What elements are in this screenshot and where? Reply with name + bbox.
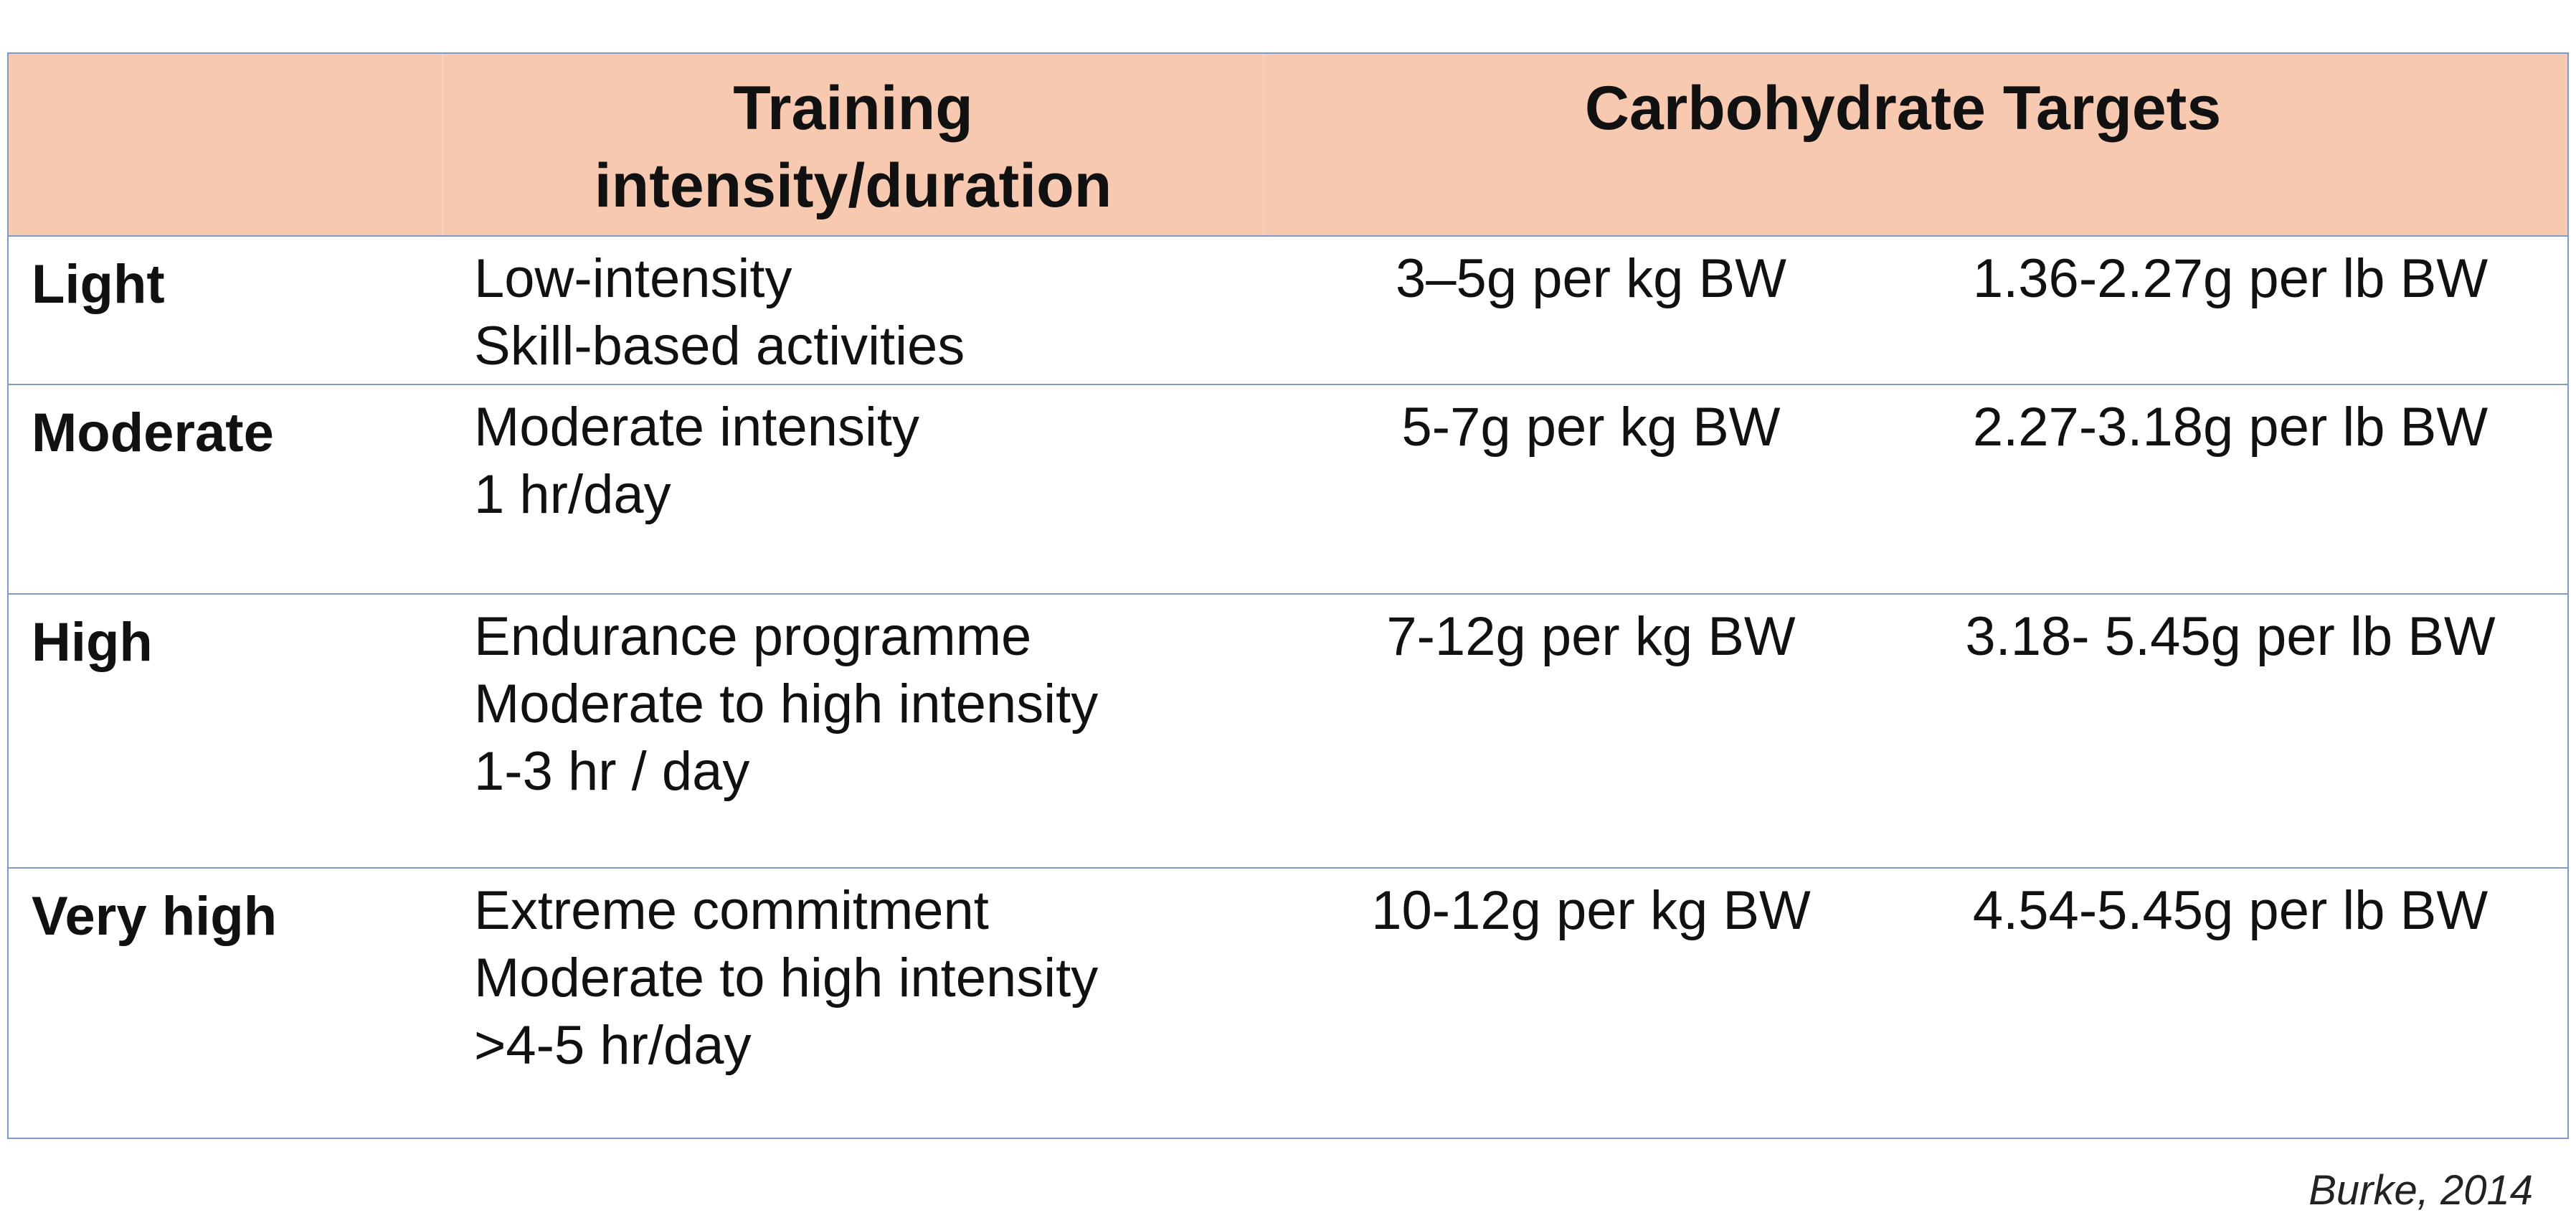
description-line: Moderate to high intensity — [474, 948, 1099, 1009]
row-description: Moderate intensity 1 hr/day — [442, 384, 1264, 594]
header-level — [9, 54, 442, 237]
row-level-label: High — [9, 593, 442, 868]
row-level-label: Moderate — [9, 384, 442, 594]
citation: Burke, 2014 — [2309, 1167, 2533, 1214]
row-target-per-kg: 3–5g per kg BW — [1396, 248, 1786, 309]
table-body: Light Low-intensity Skill-based activiti… — [9, 236, 2567, 1138]
table-row: Very high Extreme commitment Moderate to… — [9, 867, 2567, 1138]
row-description: Low-intensity Skill-based activities — [442, 236, 1264, 384]
table-row: Moderate Moderate intensity 1 hr/day 5-7… — [9, 384, 2567, 594]
row-target-per-kg: 7-12g per kg BW — [1264, 593, 1918, 868]
header-training-intensity-duration: Training intensity/duration — [442, 54, 1264, 237]
description-line: Low-intensity — [474, 248, 792, 309]
description-line: 1 hr/day — [474, 464, 671, 525]
row-level-label: Light — [32, 254, 165, 315]
table-header: Training intensity/duration Carbohydrate… — [9, 54, 2567, 237]
row-target-per-kg: 5-7g per kg BW — [1264, 384, 1918, 594]
description-line: Moderate intensity — [474, 397, 919, 458]
header-training-line2: intensity/duration — [594, 151, 1112, 220]
row-target-per-lb: 1.36-2.27g per lb BW — [1972, 248, 2489, 309]
table-row: High Endurance programme Moderate to hig… — [9, 593, 2567, 868]
row-target-per-lb: 3.18- 5.45g per lb BW — [1918, 593, 2567, 868]
carbohydrate-targets-table: Training intensity/duration Carbohydrate… — [9, 54, 2567, 1138]
row-target-per-lb: 4.54-5.45g per lb BW — [1918, 867, 2567, 1138]
description-line: 1-3 hr / day — [474, 741, 750, 802]
description-line: >4-5 hr/day — [474, 1015, 752, 1076]
header-carbohydrate-targets: Carbohydrate Targets — [1262, 54, 2567, 237]
description-line: Moderate to high intensity — [474, 674, 1099, 735]
row-target-per-kg: 10-12g per kg BW — [1264, 867, 1918, 1138]
row-description: Endurance programme Moderate to high int… — [442, 593, 1264, 868]
description-line: Extreme commitment — [474, 880, 989, 941]
description-line: Endurance programme — [474, 606, 1032, 667]
row-description: Extreme commitment Moderate to high inte… — [442, 867, 1264, 1138]
row-level-label: Very high — [9, 867, 442, 1138]
table-row: Light Low-intensity Skill-based activiti… — [9, 236, 2567, 384]
description-line: Skill-based activities — [474, 316, 965, 377]
header-row: Training intensity/duration Carbohydrate… — [9, 54, 2567, 237]
row-target-per-lb: 2.27-3.18g per lb BW — [1918, 384, 2567, 594]
header-training-line1: Training — [733, 74, 973, 143]
carbohydrate-targets-table-container: Training intensity/duration Carbohydrate… — [7, 52, 2569, 1139]
